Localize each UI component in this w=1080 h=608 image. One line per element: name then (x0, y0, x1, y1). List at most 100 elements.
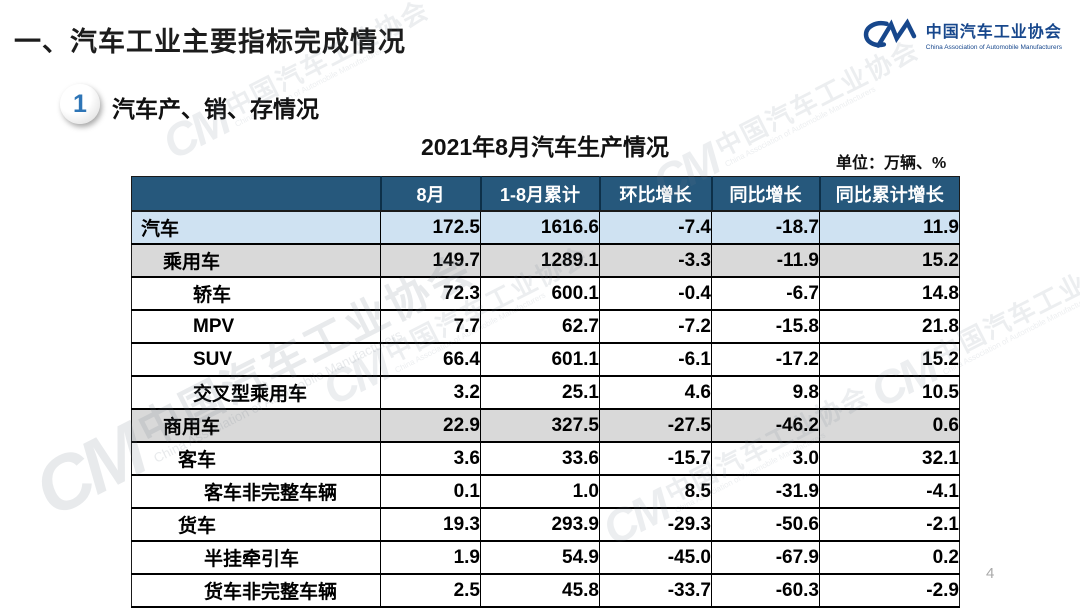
value-cell: 172.5 (380, 211, 481, 245)
value-cell: 0.1 (380, 475, 481, 509)
row-label: 轿车 (131, 277, 381, 311)
table-row: 商用车 22.9 327.5 -27.5 -46.2 0.6 (131, 409, 960, 443)
value-cell: -4.1 (819, 475, 960, 509)
value-cell: 25.1 (480, 376, 600, 410)
table-row: 货车非完整车辆 2.5 45.8 -33.7 -60.3 -2.9 (131, 574, 960, 608)
value-cell: 32.1 (819, 442, 960, 476)
value-cell: 72.3 (380, 277, 481, 311)
value-cell: 1289.1 (480, 244, 600, 278)
column-header (131, 176, 381, 212)
value-cell: 11.9 (819, 211, 960, 245)
value-cell: -2.9 (819, 574, 960, 608)
row-label: 汽车 (131, 211, 381, 245)
section-title: 汽车产、销、存情况 (112, 96, 319, 122)
table-row: 客车 3.6 33.6 -15.7 3.0 32.1 (131, 442, 960, 476)
value-cell: 4.6 (599, 376, 712, 410)
value-cell: 54.9 (480, 541, 600, 575)
unit-label: 单位：万辆、% (836, 155, 947, 172)
value-cell: 22.9 (380, 409, 481, 443)
section-number: 1 (73, 89, 87, 118)
value-cell: -46.2 (711, 409, 820, 443)
row-label: 交叉型乘用车 (131, 376, 381, 410)
watermark-text-en: China Association of Automobile Manufact… (941, 293, 1080, 378)
row-label: 货车 (131, 508, 381, 542)
value-cell: -6.7 (711, 277, 820, 311)
value-cell: -45.0 (599, 541, 712, 575)
row-label: 半挂牵引车 (131, 541, 381, 575)
value-cell: 7.7 (380, 310, 481, 344)
value-cell: 9.8 (711, 376, 820, 410)
value-cell: 1616.6 (480, 211, 600, 245)
logo-name-en: China Association of Automobile Manufact… (925, 43, 1062, 51)
value-cell: 293.9 (480, 508, 600, 542)
value-cell: -7.4 (599, 211, 712, 245)
value-cell: -50.6 (711, 508, 820, 542)
value-cell: 0.2 (819, 541, 960, 575)
row-label: 客车 (131, 442, 381, 476)
value-cell: 21.8 (819, 310, 960, 344)
value-cell: -29.3 (599, 508, 712, 542)
value-cell: 66.4 (380, 343, 481, 377)
value-cell: -17.2 (711, 343, 820, 377)
value-cell: -60.3 (711, 574, 820, 608)
row-label: 商用车 (131, 409, 381, 443)
value-cell: -67.9 (711, 541, 820, 575)
logo-text: 中国汽车工业协会 China Association of Automobile… (926, 24, 1062, 51)
caam-logo: 中国汽车工业协会 China Association of Automobile… (861, 16, 1062, 59)
value-cell: 33.6 (480, 442, 600, 476)
logo-name-cn: 中国汽车工业协会 (925, 24, 1062, 42)
row-label: 货车非完整车辆 (131, 574, 381, 608)
value-cell: 601.1 (480, 343, 600, 377)
table-title: 2021年8月汽车生产情况 (421, 134, 669, 160)
table-row: MPV 7.7 62.7 -7.2 -15.8 21.8 (131, 310, 960, 344)
row-label: 乘用车 (131, 244, 381, 278)
value-cell: 149.7 (380, 244, 481, 278)
value-cell: -11.9 (711, 244, 820, 278)
table-row: 货车 19.3 293.9 -29.3 -50.6 -2.1 (131, 508, 960, 542)
column-header: 8月 (379, 176, 481, 212)
value-cell: 10.5 (819, 376, 960, 410)
row-label: MPV (131, 310, 381, 344)
value-cell: -7.2 (599, 310, 712, 344)
value-cell: 45.8 (480, 574, 600, 608)
table-header-row: 8月 1-8月累计 环比增长 同比增长 同比累计增长 (131, 176, 960, 212)
slide-title: 一、汽车工业主要指标完成情况 (14, 27, 406, 57)
value-cell: 327.5 (480, 409, 600, 443)
value-cell: -15.7 (599, 442, 712, 476)
value-cell: -33.7 (599, 574, 712, 608)
value-cell: 19.3 (380, 508, 481, 542)
value-cell: 15.2 (819, 343, 960, 377)
value-cell: -0.4 (599, 277, 712, 311)
table-row: 交叉型乘用车 3.2 25.1 4.6 9.8 10.5 (131, 376, 960, 410)
value-cell: -31.9 (711, 475, 820, 509)
value-cell: -27.5 (599, 409, 712, 443)
table-row: 汽车 172.5 1616.6 -7.4 -18.7 11.9 (131, 211, 960, 245)
table-row: 轿车 72.3 600.1 -0.4 -6.7 14.8 (131, 277, 960, 311)
value-cell: -3.3 (599, 244, 712, 278)
value-cell: 2.5 (380, 574, 481, 608)
table-row: 乘用车 149.7 1289.1 -3.3 -11.9 15.2 (131, 244, 960, 278)
column-header: 1-8月累计 (479, 176, 600, 212)
value-cell: 3.2 (380, 376, 481, 410)
value-cell: -2.1 (819, 508, 960, 542)
value-cell: 62.7 (480, 310, 600, 344)
value-cell: -15.8 (711, 310, 820, 344)
page-number: 4 (986, 565, 995, 582)
value-cell: 3.0 (711, 442, 820, 476)
row-label: SUV (131, 343, 381, 377)
value-cell: 600.1 (480, 277, 600, 311)
table-row: 客车非完整车辆 0.1 1.0 8.5 -31.9 -4.1 (131, 475, 960, 509)
row-label: 客车非完整车辆 (131, 475, 381, 509)
value-cell: 8.5 (599, 475, 712, 509)
section-number-badge: 1 (60, 84, 100, 124)
value-cell: 3.6 (380, 442, 481, 476)
production-table: 8月 1-8月累计 环比增长 同比增长 同比累计增长 汽车 172.5 1616.6 -7.4… (131, 176, 960, 608)
column-header: 同比增长 (710, 176, 820, 212)
table-row: SUV 66.4 601.1 -6.1 -17.2 15.2 (131, 343, 960, 377)
value-cell: 14.8 (819, 277, 960, 311)
value-cell: 1.9 (380, 541, 481, 575)
column-header: 同比累计增长 (818, 176, 960, 212)
value-cell: -6.1 (599, 343, 712, 377)
value-cell: 1.0 (480, 475, 600, 509)
value-cell: 15.2 (819, 244, 960, 278)
